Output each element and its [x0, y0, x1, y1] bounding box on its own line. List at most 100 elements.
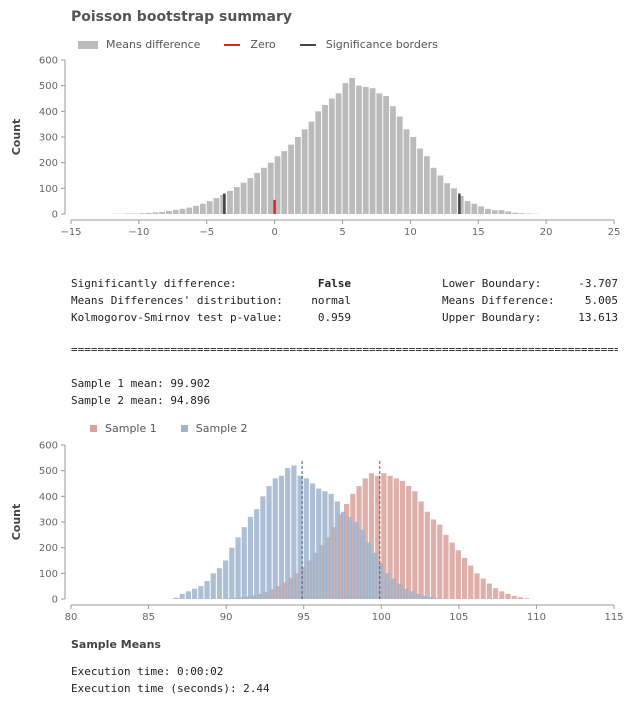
- sample1-bar: [505, 593, 511, 599]
- x-tick-label: 100: [372, 612, 391, 623]
- sample2-bar: [254, 509, 260, 599]
- sample2-bar: [247, 516, 254, 599]
- sample1-mean-text: Sample 1 mean: 99.902: [71, 377, 211, 390]
- histogram-bar: [437, 175, 444, 214]
- sample1-bar: [269, 589, 275, 599]
- sample2-bar: [278, 475, 285, 599]
- sample2-bar: [378, 563, 384, 599]
- sample1-bar: [517, 597, 524, 599]
- histogram-bar: [485, 208, 491, 214]
- x-tick-label: 15: [472, 227, 485, 238]
- sample1-bar: [337, 514, 344, 599]
- sample-means-label: Sample Means: [71, 638, 161, 651]
- sample1-bar: [350, 493, 356, 599]
- upper-boundary-value: 13.613: [578, 311, 618, 324]
- histogram-bar: [152, 212, 159, 214]
- legend-item-sample1: Sample 1: [90, 422, 157, 435]
- sample1-bar: [492, 588, 499, 599]
- histogram-bar: [199, 203, 206, 214]
- histogram-bar: [335, 93, 342, 214]
- legend-swatch: [299, 43, 316, 46]
- sample2-bar: [229, 547, 235, 599]
- histogram-bar: [308, 121, 315, 214]
- sample1-bar: [406, 486, 412, 599]
- sample2-bar: [403, 588, 409, 599]
- histogram-bar: [240, 182, 247, 214]
- legend-item-zero: Zero: [224, 38, 276, 51]
- x-tick-label: −5: [199, 227, 214, 238]
- histogram-bar: [328, 98, 335, 214]
- sample1-bar: [474, 573, 480, 599]
- legend-label: Sample 1: [105, 422, 157, 435]
- histogram-bar: [342, 83, 349, 214]
- x-tick-label: 80: [65, 612, 78, 623]
- histogram-bar: [451, 188, 457, 214]
- sample1-bar: [275, 586, 281, 599]
- sample1-bar: [418, 501, 424, 599]
- sample1-bar: [226, 598, 232, 599]
- y-tick-label: 400: [39, 492, 58, 503]
- histogram-bar: [430, 167, 437, 214]
- histogram-bar: [227, 190, 233, 214]
- histogram-bar: [417, 148, 423, 214]
- sample1-bar: [468, 565, 474, 599]
- y-tick-label: 600: [39, 56, 58, 67]
- sample1-bar: [399, 480, 406, 599]
- sample1-bar: [381, 473, 387, 599]
- y-tick-label: 0: [52, 595, 58, 606]
- histogram-bar: [525, 213, 532, 214]
- x-tick-label: 10: [404, 227, 417, 238]
- sample-means-histogram: 80 85 90 95 100 105 110 115 0 100 200 300 400 500 600 C…: [10, 441, 624, 624]
- lower-boundary-label: Lower Boundary:: [442, 277, 542, 290]
- sample1-bar: [449, 542, 455, 599]
- x-tick-label: 90: [220, 612, 233, 623]
- sample2-bar: [303, 478, 309, 599]
- x-tick-label: 0: [271, 227, 277, 238]
- histogram-bar: [518, 213, 525, 214]
- sample1-bar: [281, 582, 288, 599]
- legend-swatch: [78, 40, 98, 49]
- legend-label: Zero: [250, 38, 276, 51]
- x-tick-label: 110: [527, 612, 546, 623]
- sample1-bar: [263, 591, 269, 599]
- significance-value: False: [317, 277, 351, 290]
- sample1-bar: [511, 595, 517, 599]
- histogram-bar: [193, 205, 199, 214]
- sample2-bar: [260, 496, 266, 599]
- sample1-bar: [393, 478, 399, 599]
- sample2-mean-text: Sample 2 mean: 94.896: [71, 394, 211, 407]
- x-tick-label: −10: [128, 227, 149, 238]
- execution-time-text: Execution time: 0:00:02: [71, 665, 224, 678]
- sample1-bar: [344, 504, 350, 599]
- histogram-bar: [349, 77, 356, 214]
- y-axis-label: Count: [10, 504, 23, 541]
- legend-label: Sample 2: [195, 422, 248, 435]
- histogram-bar: [423, 156, 430, 214]
- sample1-bar: [331, 527, 337, 599]
- sample2-bar: [340, 511, 347, 599]
- sample1-bar: [486, 583, 492, 599]
- legend-swatch: [180, 425, 188, 432]
- sample2-bar: [204, 581, 210, 599]
- sample2-bar: [297, 475, 303, 599]
- histogram-bar: [138, 213, 145, 214]
- histogram-bar: [247, 178, 254, 214]
- histogram-bar: [512, 212, 518, 214]
- sample2-bar: [434, 598, 440, 599]
- sample2-bar: [396, 583, 403, 599]
- histogram-bar: [478, 206, 485, 214]
- histogram-bar: [498, 210, 505, 214]
- ks-test-label: Kolmogorov-Smirnov test p-value:: [71, 311, 283, 324]
- histogram-bar: [396, 116, 403, 214]
- sample2-bar: [198, 586, 204, 599]
- significance-label: Significantly difference:: [71, 277, 237, 290]
- stats-table: Significantly difference: False Lower Bo…: [71, 275, 618, 326]
- sample1-bar: [524, 598, 530, 599]
- sample2-bar: [390, 578, 396, 599]
- legend-label: Significance borders: [325, 38, 438, 51]
- histogram-bar: [213, 198, 220, 214]
- y-tick-label: 200: [39, 158, 58, 169]
- distribution-label: Means Differences' distribution:: [71, 294, 283, 307]
- histogram-bar: [369, 88, 376, 214]
- sample2-bar: [347, 516, 353, 599]
